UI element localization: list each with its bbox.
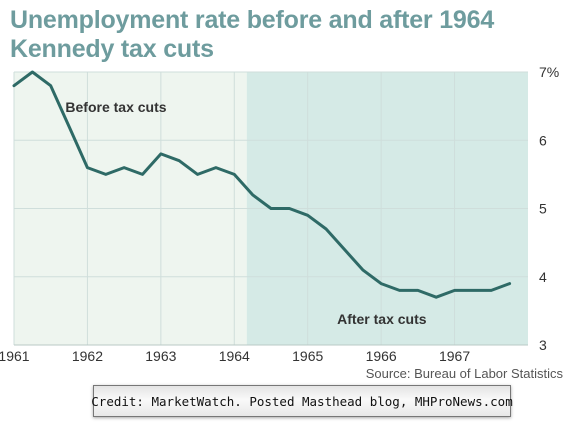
x-tick-label: 1961 bbox=[0, 348, 30, 364]
line-chart: 1961 1962 1963 1964 1965 1966 1967 7% 6 5 4 3 Befo… bbox=[0, 64, 559, 364]
x-tick-label: 1967 bbox=[439, 348, 470, 364]
x-tick-label: 1966 bbox=[366, 348, 397, 364]
y-tick-label: 6 bbox=[539, 132, 547, 148]
x-tick-label: 1964 bbox=[219, 348, 250, 364]
credit-banner: Credit: MarketWatch. Posted Masthead blo… bbox=[91, 385, 513, 417]
x-tick-label: 1963 bbox=[145, 348, 176, 364]
y-tick-label: 3 bbox=[539, 337, 547, 353]
chart-title-line-1: Unemployment rate before and after 1964 bbox=[10, 6, 495, 34]
x-tick-label: 1965 bbox=[292, 348, 323, 364]
before-tax-cuts-label: Before tax cuts bbox=[65, 99, 166, 115]
chart-title: Unemployment rate before and after 1964 … bbox=[10, 6, 550, 64]
after-tax-cuts-label: After tax cuts bbox=[337, 311, 427, 327]
y-tick-label: 5 bbox=[539, 201, 547, 217]
x-tick-label: 1962 bbox=[72, 348, 103, 364]
unemployment-line bbox=[12, 70, 512, 299]
chart-title-line-2: Kennedy tax cuts bbox=[10, 35, 214, 63]
source-note: Source: Bureau of Labor Statistics bbox=[365, 366, 563, 381]
y-tick-label: 4 bbox=[539, 269, 547, 285]
y-tick-label: 7% bbox=[539, 64, 559, 80]
credit-text: Credit: MarketWatch. Posted Masthead blo… bbox=[91, 393, 513, 409]
